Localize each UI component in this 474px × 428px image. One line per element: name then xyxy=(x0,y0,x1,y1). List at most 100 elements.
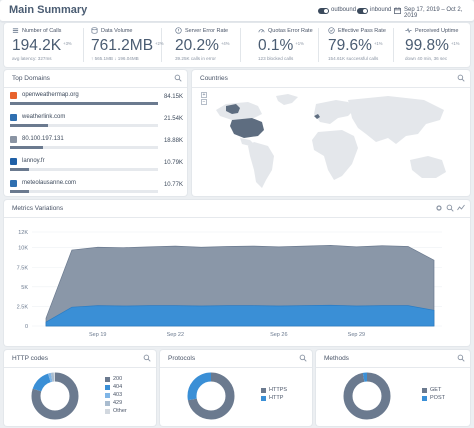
central-america[interactable] xyxy=(240,138,254,146)
legend-swatch xyxy=(105,377,110,382)
check-circle-icon xyxy=(328,27,335,34)
africa[interactable] xyxy=(312,130,358,180)
line-chart-icon[interactable] xyxy=(457,204,465,212)
legend-item[interactable]: Other xyxy=(105,407,127,415)
domain-value: 18.88K xyxy=(163,138,183,144)
panel-title: Top Domains xyxy=(12,75,50,82)
methods-legend: GET POST xyxy=(422,386,445,402)
zoom-in-button[interactable]: + xyxy=(201,92,207,98)
x-tick-label: Sep 19 xyxy=(89,332,106,338)
alaska-highlight[interactable] xyxy=(226,104,240,114)
stat-delta: +3% xyxy=(63,41,72,46)
stat-delta: +2% xyxy=(155,41,164,46)
france-highlight[interactable] xyxy=(314,114,320,119)
donut-slice[interactable] xyxy=(343,372,391,420)
date-range[interactable]: Sep 17, 2019 – Oct 2, 2019 xyxy=(404,7,463,19)
legend-label: GET xyxy=(430,387,442,393)
legend-label: POST xyxy=(430,395,445,401)
legend-item[interactable]: HTTPS xyxy=(261,386,287,394)
top-bar: Main Summary outbound inbound Sep 17, 20… xyxy=(0,0,474,22)
series-area-1[interactable] xyxy=(45,304,435,327)
domain-bar-track xyxy=(10,124,158,127)
legend-item[interactable]: HTTP xyxy=(261,394,287,402)
stat-sub: 154.61K successful calls xyxy=(328,56,379,61)
legend-label: Other xyxy=(113,408,127,414)
domain-bar-fill xyxy=(10,146,43,149)
domain-bar-fill xyxy=(10,102,158,105)
domain-bar-fill xyxy=(10,124,49,127)
stat-value: 761.2MB xyxy=(91,37,154,54)
protocols-donut[interactable] xyxy=(186,371,236,421)
stat-delta: +1% xyxy=(295,41,304,46)
stat-sub: ↑ 565.1MB ↓ 196.04MB xyxy=(91,56,139,61)
legend-item[interactable]: POST xyxy=(422,394,445,402)
legend-item[interactable]: 404 xyxy=(105,383,127,391)
domain-row[interactable]: lannoy.fr 10.79K xyxy=(8,155,183,175)
countries-panel: Countries + − xyxy=(192,70,470,196)
metrics-chart[interactable]: 12K 10K 7.5K 5K 2.5K 0 Sep 19 Sep 22 Sep 26 Sep 2… xyxy=(4,218,470,346)
page-title: Main Summary xyxy=(9,4,88,16)
inbound-toggle[interactable] xyxy=(357,8,368,14)
legend-item[interactable]: 200 xyxy=(105,375,127,383)
y-tick-label: 7.5K xyxy=(17,265,29,271)
legend-swatch xyxy=(105,409,110,414)
domain-row[interactable]: weatherlink.com 21.54K xyxy=(8,111,183,131)
domain-name: openweathermap.org xyxy=(22,92,79,98)
y-tick-label: 2.5K xyxy=(17,304,29,310)
divider xyxy=(318,28,319,62)
legend-item[interactable]: 429 xyxy=(105,399,127,407)
legend-label: HTTPS xyxy=(269,387,288,393)
australia[interactable] xyxy=(410,156,446,178)
stat-label: Perceived Uptime xyxy=(415,28,459,34)
domain-value: 10.77K xyxy=(163,182,183,188)
legend-item[interactable]: GET xyxy=(422,386,445,394)
zoom-out-button[interactable]: − xyxy=(201,99,207,105)
http-codes-donut[interactable] xyxy=(30,371,80,421)
y-tick-label: 5K xyxy=(21,285,28,291)
search-icon[interactable] xyxy=(299,354,307,362)
domain-value: 21.54K xyxy=(163,116,183,122)
panel-title: HTTP codes xyxy=(12,355,49,362)
domain-row[interactable]: 80.100.197.131 18.88K xyxy=(8,133,183,153)
stat-value: 194.2K xyxy=(12,37,62,54)
legend-label: 429 xyxy=(113,400,123,406)
stat-label: Quotas Error Rate xyxy=(268,28,313,34)
settings-icon[interactable] xyxy=(435,204,443,212)
world-map[interactable] xyxy=(214,94,464,192)
canada-alaska[interactable] xyxy=(216,102,262,120)
outbound-toggle[interactable] xyxy=(318,8,329,14)
south-america[interactable] xyxy=(248,142,274,188)
divider xyxy=(240,28,241,62)
calendar-icon[interactable] xyxy=(394,7,401,14)
domain-bar-fill xyxy=(10,190,30,193)
donut-slice[interactable] xyxy=(187,372,235,420)
methods-donut[interactable] xyxy=(342,371,392,421)
greenland[interactable] xyxy=(276,94,298,105)
x-tick-label: Sep 26 xyxy=(270,332,287,338)
europe[interactable] xyxy=(314,100,354,124)
stat-value: 99.8% xyxy=(405,37,449,54)
divider xyxy=(393,28,394,62)
divider xyxy=(83,28,84,62)
search-icon[interactable] xyxy=(143,354,151,362)
gauge-icon xyxy=(258,29,265,33)
search-icon[interactable] xyxy=(446,204,454,212)
legend-item[interactable]: 403 xyxy=(105,391,127,399)
stat-value: 0.1% xyxy=(258,37,294,54)
domain-row[interactable]: meteolausanne.com 10.77K xyxy=(8,177,183,197)
search-icon[interactable] xyxy=(174,74,182,82)
asia[interactable] xyxy=(348,96,444,144)
search-icon[interactable] xyxy=(457,354,465,362)
stat-label: Data Volume xyxy=(101,28,133,34)
metrics-panel: Metrics Variations 12K 10K 7.5K 5K 2.5K 0 Sep … xyxy=(4,200,470,346)
legend-label: 403 xyxy=(113,392,123,398)
domain-value: 84.15K xyxy=(163,94,183,100)
search-icon[interactable] xyxy=(457,74,465,82)
legend-label: 404 xyxy=(113,384,123,390)
donut-slice[interactable] xyxy=(343,372,391,420)
domain-row[interactable]: openweathermap.org 84.15K xyxy=(8,89,183,109)
domain-favicon-icon xyxy=(10,158,17,165)
donut-slice[interactable] xyxy=(31,372,79,420)
domain-name: meteolausanne.com xyxy=(22,180,77,186)
usa-highlight[interactable] xyxy=(230,118,264,138)
